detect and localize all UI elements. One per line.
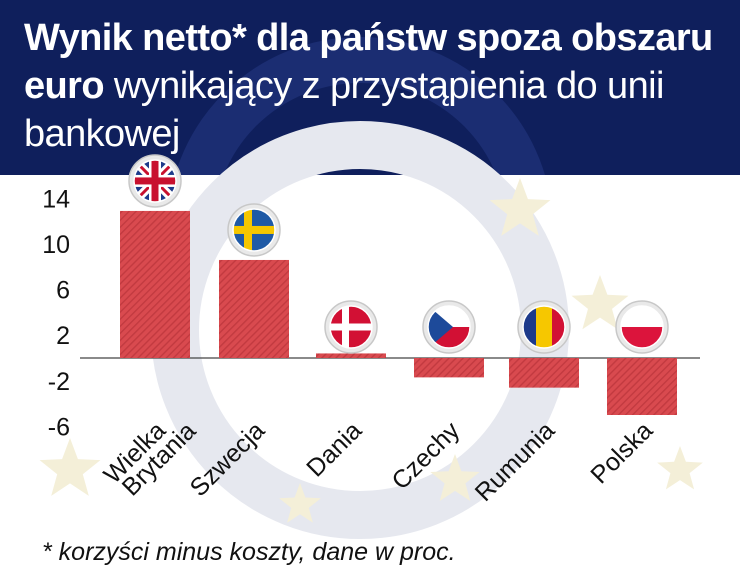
star-decoration [489,178,551,236]
star-decoration [657,446,703,490]
y-tick-label: 14 [42,185,70,213]
y-tick-label: 2 [56,322,70,350]
y-tick-label: 6 [56,277,70,305]
bar-wielka-brytania [120,210,190,358]
bar-rumunia [509,358,579,388]
x-tick-label: Polska [585,416,658,489]
uk-flag-icon [128,154,182,208]
title-light: wynikający z przystąpienia do unii banko… [24,65,664,155]
sweden-flag-icon [227,203,281,257]
denmark-flag-icon [324,300,378,354]
y-tick-label: 10 [42,231,70,259]
header-decoration [175,37,545,175]
footnote: * korzyści minus koszty, dane w proc. [42,538,456,566]
czech-flag-icon [422,300,476,354]
star-decoration [279,483,321,523]
y-tick-label: -6 [48,413,70,441]
romania-flag-icon [517,300,571,354]
x-tick-label-dania: Dania [301,416,367,482]
chart-title: Wynik netto* dla państw spoza obszaru eu… [24,14,724,158]
star-decoration [39,438,101,496]
star-decoration [571,275,629,330]
bar-szwecja [219,259,289,358]
star-decoration [430,454,480,501]
bar-dania [316,353,386,358]
x-tick-label: Dania [301,416,367,482]
title-bold: Wynik netto* dla państw spoza obszaru eu… [24,17,713,107]
y-tick-label: -2 [48,368,70,396]
bar-czechy [414,358,484,378]
poland-flag-icon [615,300,669,354]
x-tick-label-polska: Polska [585,416,658,489]
bar-polska [607,358,677,415]
header-banner: Wynik netto* dla państw spoza obszaru eu… [0,0,740,175]
